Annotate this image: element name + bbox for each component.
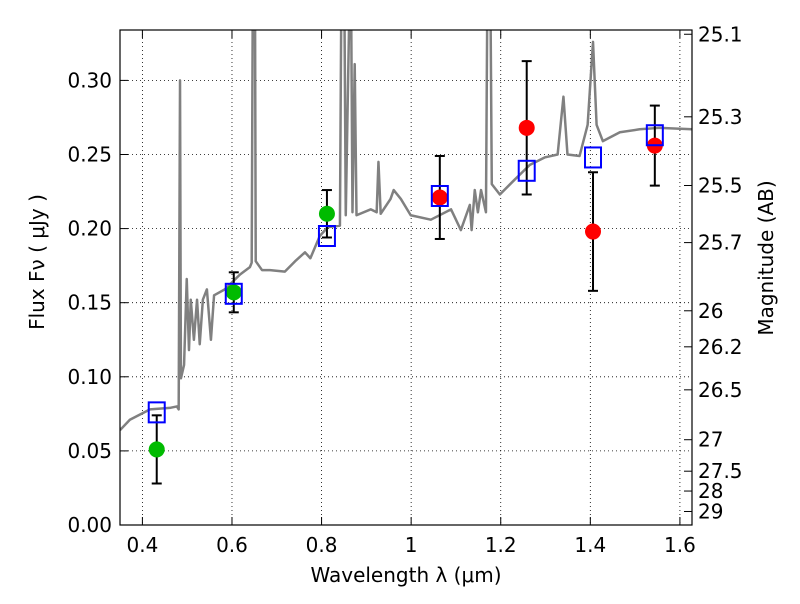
data-point [225,284,242,301]
x-tick-label: 1.4 [574,533,606,557]
y2-tick-label: 29 [698,499,723,523]
x-tick-label: 0.8 [306,533,338,557]
model-square [430,184,449,207]
y2-tick-label: 26 [698,299,723,323]
y-tick-label: 0.15 [67,291,112,315]
y2-axis-label: Magnitude (AB) [754,180,778,335]
y-axis-label: Flux Fν ( μJy ) [25,194,49,330]
markers-layer [147,60,664,485]
y2-tick-label: 26.5 [698,378,743,402]
data-point [431,189,448,206]
data-point [148,441,165,458]
y2-tick-label: 25.1 [698,22,743,46]
y-tick-label: 0.00 [67,513,112,537]
x-axis-label: Wavelength λ (μm) [310,563,501,587]
spectrum-layer [120,30,692,432]
y2-tick-label: 25.5 [698,173,743,197]
y2-tick-label: 27 [698,428,723,452]
x-tick-label: 1.6 [664,533,696,557]
model-square [584,146,603,169]
spectrum-line [120,30,692,432]
y2-tick-label: 25.3 [698,105,743,129]
model-square [645,124,664,147]
y2-tick-label: 28 [698,479,723,503]
data-point [585,223,602,240]
ticks: 0.4 0.6 0.8 1 1.2 1.4 1.6 0.00 0.05 0.10 0.15 0.20 0… [67,22,742,557]
y2-tick-label: 27.5 [698,459,743,483]
x-tick-label: 0.4 [126,533,158,557]
grid [120,30,692,526]
y-tick-label: 0.10 [67,365,112,389]
data-point [318,205,335,222]
y2-tick-label: 25.7 [698,231,743,255]
plot-frame [119,29,693,526]
model-square [517,159,536,182]
model-square [147,401,166,424]
y-tick-label: 0.05 [67,439,112,463]
x-tick-label: 0.6 [216,533,248,557]
y-tick-label: 0.25 [67,142,112,166]
model-square [224,282,243,305]
model-square [317,225,336,248]
y2-tick-label: 26.2 [698,335,743,359]
y-tick-label: 0.20 [67,217,112,241]
x-tick-label: 1.2 [485,533,517,557]
data-point [518,119,535,136]
x-tick-label: 1 [405,533,418,557]
y-tick-label: 0.30 [67,68,112,92]
